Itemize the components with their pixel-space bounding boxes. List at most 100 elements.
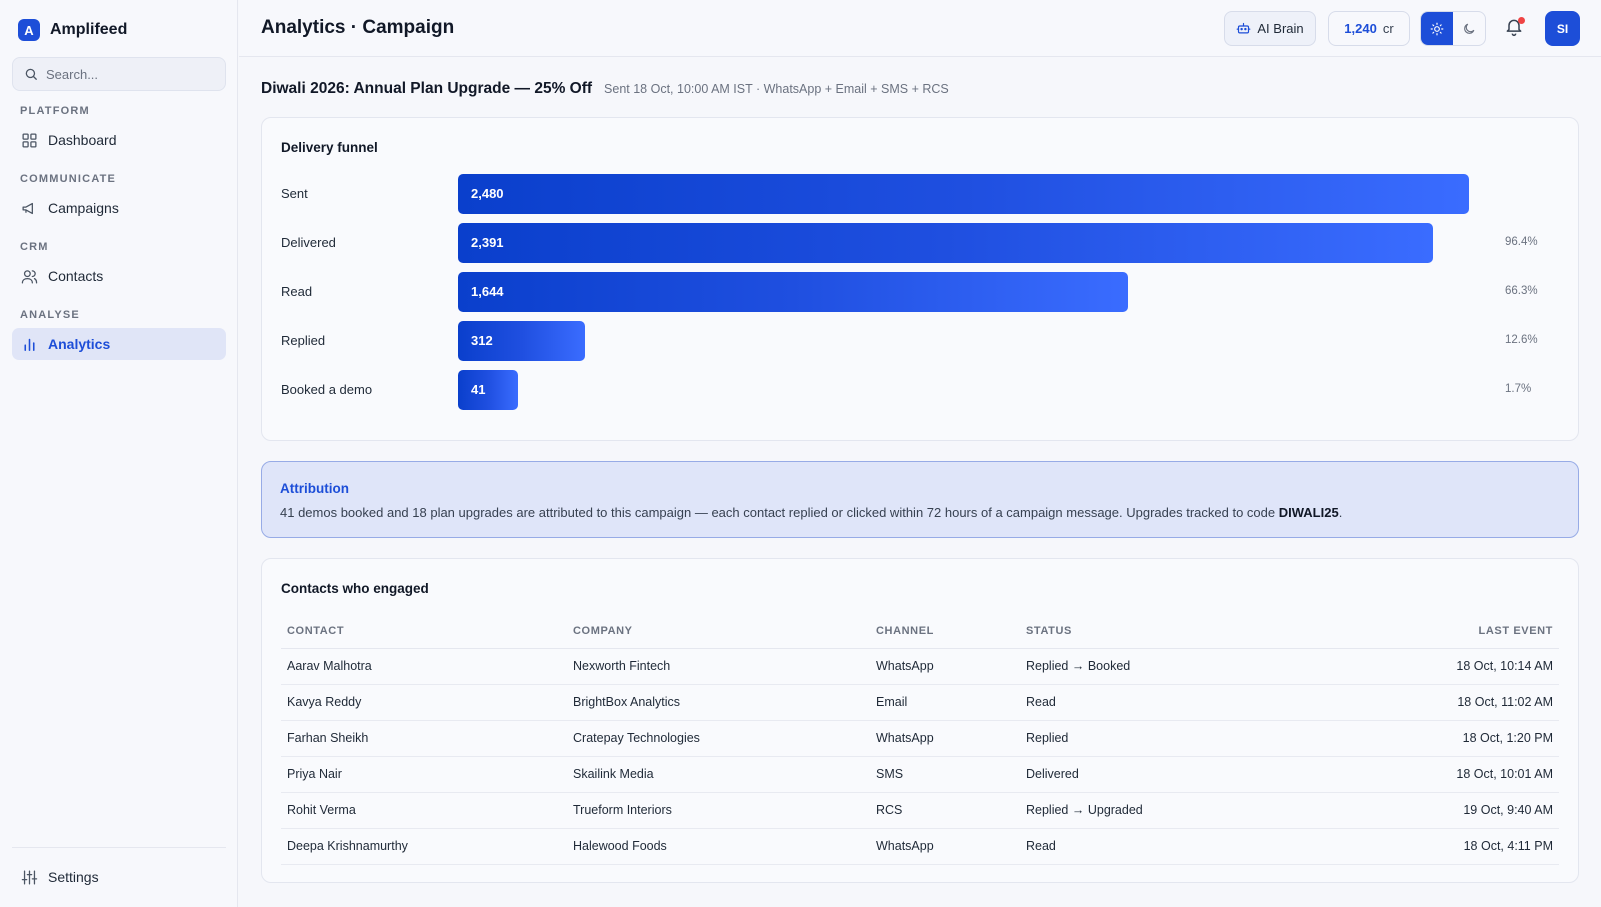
credits-unit: cr xyxy=(1382,21,1394,36)
search-icon xyxy=(25,68,37,80)
funnel-row: Delivered 2,391 96.4% xyxy=(262,223,1578,263)
attribution-text: 41 demos booked and 18 plan upgrades are… xyxy=(280,505,1342,520)
sun-icon xyxy=(1430,22,1444,35)
grid-icon xyxy=(22,132,37,148)
funnel-row: Sent 2,480 xyxy=(262,174,1578,214)
sidebar-item-settings[interactable]: Settings xyxy=(12,861,226,893)
sliders-icon xyxy=(21,869,38,885)
campaign-header: Diwali 2026: Annual Plan Upgrade — 25% O… xyxy=(261,80,949,98)
funnel-stage-label: Replied xyxy=(281,333,326,348)
funnel-bar[interactable]: 312 xyxy=(458,321,585,361)
contacts-table-body: Aarav Malhotra Nexworth Fintech WhatsApp Re… xyxy=(281,648,1559,865)
attribution-code: DIWALI25 xyxy=(1278,505,1339,520)
attribution-card: Attribution 41 demos booked and 18 plan … xyxy=(261,461,1579,538)
table-row[interactable]: Priya Nair Skailink Media SMS Delivered 18 O… xyxy=(281,756,1559,793)
moon-icon xyxy=(1464,23,1475,34)
sidebar-item-campaigns[interactable]: Campaigns xyxy=(12,192,226,224)
company-cell: Trueform Interiors xyxy=(567,792,870,829)
credits-badge[interactable]: 1,240 cr xyxy=(1328,11,1410,46)
contact-name-cell: Priya Nair xyxy=(281,756,567,793)
sidebar-item-label: Settings xyxy=(48,869,99,885)
contacts-table: CONTACT COMPANY CHANNEL STATUS LAST EVEN… xyxy=(281,614,1559,865)
contact-name-cell: Aarav Malhotra xyxy=(281,648,567,685)
funnel-stage-percent: 96.4% xyxy=(1505,236,1538,248)
company-cell: Cratepay Technologies xyxy=(567,720,870,757)
last-event-cell: 19 Oct, 9:40 AM xyxy=(1270,792,1559,829)
funnel-bar[interactable]: 41 xyxy=(458,370,518,410)
last-event-cell: 18 Oct, 1:20 PM xyxy=(1270,720,1559,757)
funnel-row: Booked a demo 41 1.7% xyxy=(262,370,1578,410)
attribution-suffix: . xyxy=(1338,505,1343,520)
funnel-stage-label: Delivered xyxy=(281,235,336,250)
topbar: Analytics · Campaign AI Brain 1,240 cr S… xyxy=(239,0,1601,57)
funnel-stage-label: Read xyxy=(281,284,313,299)
delivery-funnel-card: Delivery funnel Sent 2,480 Delivered 2,391 9… xyxy=(261,117,1579,441)
funnel-stage-percent: 12.6% xyxy=(1505,334,1538,346)
funnel-stage-percent: 1.7% xyxy=(1505,383,1532,395)
nav-section-analyse: ANALYSE xyxy=(20,309,80,321)
search-box[interactable] xyxy=(12,57,226,91)
nav-section-platform: PLATFORM xyxy=(20,105,90,117)
company-cell: Skailink Media xyxy=(567,756,870,793)
avatar[interactable]: SI xyxy=(1545,11,1580,46)
status-cell: Replied xyxy=(1020,720,1270,757)
funnel-bar-value: 2,480 xyxy=(471,186,504,201)
users-icon xyxy=(21,269,38,284)
channel-cell: WhatsApp xyxy=(870,720,1020,757)
status-cell: Replied → Upgraded xyxy=(1020,792,1270,829)
app-logo: A xyxy=(18,19,40,41)
app-name: Amplifeed xyxy=(50,21,128,38)
sidebar-divider xyxy=(12,847,226,848)
search-input[interactable] xyxy=(46,66,216,82)
funnel-bar-value: 2,391 xyxy=(471,235,504,250)
company-cell: Nexworth Fintech xyxy=(567,648,870,685)
light-theme-option[interactable] xyxy=(1421,12,1453,45)
funnel-title: Delivery funnel xyxy=(281,140,378,155)
funnel-bar-value: 1,644 xyxy=(471,284,504,299)
table-row[interactable]: Rohit Verma Trueform Interiors RCS Replied … xyxy=(281,792,1559,829)
sidebar-item-label: Campaigns xyxy=(48,200,119,216)
contacts-card: Contacts who engaged CONTACT COMPANY CHA… xyxy=(261,558,1579,883)
status-cell: Replied → Booked xyxy=(1020,648,1270,685)
channel-cell: WhatsApp xyxy=(870,648,1020,685)
table-row[interactable]: Aarav Malhotra Nexworth Fintech WhatsApp Re… xyxy=(281,648,1559,685)
table-row[interactable]: Kavya Reddy BrightBox Analytics Email Read 1… xyxy=(281,684,1559,721)
contact-name-cell: Deepa Krishnamurthy xyxy=(281,828,567,865)
contacts-title: Contacts who engaged xyxy=(281,581,429,596)
ai-brain-label: AI Brain xyxy=(1257,21,1304,36)
sidebar-item-label: Dashboard xyxy=(48,132,117,148)
sidebar-item-contacts[interactable]: Contacts xyxy=(12,260,226,292)
column-header-company[interactable]: COMPANY xyxy=(567,614,870,649)
sidebar: A Amplifeed PLATFORM Dashboard COMMUNICA… xyxy=(0,0,238,907)
theme-toggle[interactable] xyxy=(1420,11,1486,46)
company-cell: Halewood Foods xyxy=(567,828,870,865)
company-cell: BrightBox Analytics xyxy=(567,684,870,721)
contact-name-cell: Farhan Sheikh xyxy=(281,720,567,757)
funnel-bar-value: 312 xyxy=(471,333,493,348)
last-event-cell: 18 Oct, 10:01 AM xyxy=(1270,756,1559,793)
robot-icon xyxy=(1237,22,1251,34)
attribution-body: 41 demos booked and 18 plan upgrades are… xyxy=(280,505,1279,520)
bell-icon xyxy=(1506,19,1522,37)
sidebar-item-label: Contacts xyxy=(48,268,104,284)
dark-theme-option[interactable] xyxy=(1453,12,1485,45)
megaphone-icon xyxy=(22,202,33,214)
table-row[interactable]: Deepa Krishnamurthy Halewood Foods WhatsAp… xyxy=(281,828,1559,865)
funnel-bar[interactable]: 2,391 xyxy=(458,223,1433,263)
sidebar-item-analytics[interactable]: Analytics xyxy=(12,328,226,360)
column-header-status[interactable]: STATUS xyxy=(1020,614,1270,649)
funnel-bar[interactable]: 1,644 xyxy=(458,272,1128,312)
status-cell: Read xyxy=(1020,684,1270,721)
ai-brain-button[interactable]: AI Brain xyxy=(1224,11,1316,46)
page-title: Analytics · Campaign xyxy=(261,17,455,38)
notifications-button[interactable] xyxy=(1504,17,1526,39)
channel-cell: SMS xyxy=(870,756,1020,793)
sidebar-item-dashboard[interactable]: Dashboard xyxy=(12,124,226,156)
table-row[interactable]: Farhan Sheikh Cratepay Technologies WhatsA… xyxy=(281,720,1559,757)
column-header-last-event[interactable]: LAST EVENT xyxy=(1270,614,1559,649)
column-header-channel[interactable]: CHANNEL xyxy=(870,614,1020,649)
attribution-title: Attribution xyxy=(280,481,349,496)
column-header-contact[interactable]: CONTACT xyxy=(281,614,567,649)
brand[interactable]: A Amplifeed xyxy=(18,19,127,41)
funnel-bar[interactable]: 2,480 xyxy=(458,174,1469,214)
